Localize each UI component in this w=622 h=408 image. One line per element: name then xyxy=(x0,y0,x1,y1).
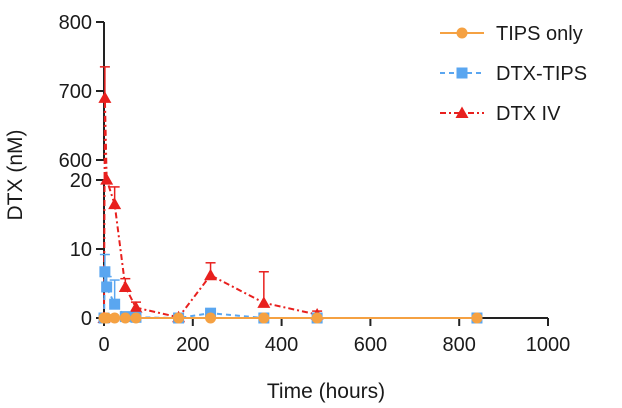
x-tick-label: 600 xyxy=(354,334,387,356)
x-tick-label: 1000 xyxy=(526,334,571,356)
data-point xyxy=(98,91,112,103)
legend-marker xyxy=(456,27,468,39)
legend-label: DTX-TIPS xyxy=(496,63,587,85)
x-tick-label: 0 xyxy=(98,334,109,356)
legend-item-tips-only: TIPS only xyxy=(440,23,583,45)
legend-marker xyxy=(455,106,469,118)
data-point xyxy=(205,312,217,324)
x-axis-title: Time (hours) xyxy=(267,380,385,403)
data-point xyxy=(101,312,113,324)
y-tick-label: 700 xyxy=(59,81,92,103)
data-point xyxy=(258,312,270,324)
series-line-dtx-tips xyxy=(103,271,477,320)
legend-marker xyxy=(456,67,468,79)
data-point xyxy=(204,268,218,281)
data-point xyxy=(471,312,483,324)
y-tick-label: 0 xyxy=(81,308,92,330)
legend: TIPS only DTX-TIPS DTX IV xyxy=(440,23,587,125)
x-tick-label: 800 xyxy=(443,334,476,356)
y-tick-label: 10 xyxy=(70,239,92,261)
series-tips-only xyxy=(98,312,483,324)
series-line-dtx-iv xyxy=(103,97,318,319)
data-point xyxy=(118,280,132,292)
data-point xyxy=(99,266,111,278)
plot-area xyxy=(97,66,483,324)
x-tick-label: 200 xyxy=(176,334,209,356)
y-tick-label: 800 xyxy=(59,12,92,34)
legend-label: DTX IV xyxy=(496,103,561,125)
data-point xyxy=(108,197,122,210)
legend-item-dtx-tips: DTX-TIPS xyxy=(440,63,587,85)
data-point xyxy=(130,312,142,324)
data-point xyxy=(100,173,114,185)
data-point xyxy=(109,298,121,310)
data-point xyxy=(101,281,113,293)
legend-label: TIPS only xyxy=(496,23,583,45)
data-point xyxy=(109,312,121,324)
x-tick-label: 400 xyxy=(265,334,298,356)
y-tick-label: 20 xyxy=(70,170,92,192)
data-point xyxy=(129,301,143,313)
y-axis-title: DTX (nM) xyxy=(4,130,27,221)
data-point xyxy=(119,312,131,324)
data-point xyxy=(173,312,185,324)
y-tick-label: 600 xyxy=(59,150,92,172)
series-dtx-tips xyxy=(98,253,483,324)
data-point xyxy=(311,312,323,324)
legend-item-dtx-iv: DTX IV xyxy=(440,103,561,125)
data-point xyxy=(257,296,271,308)
series-dtx-iv xyxy=(97,66,324,323)
